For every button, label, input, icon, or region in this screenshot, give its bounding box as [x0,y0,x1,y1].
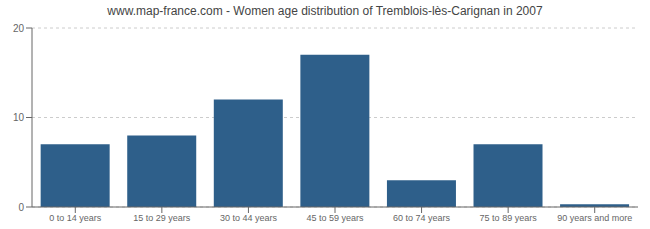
html-text:www.map-france.com - Women age: www.map-france.com - Women age distribut… [107,4,543,18]
svg-text:45 to 59 years: 45 to 59 years [306,213,364,223]
svg-text:90 years and more: 90 years and more [557,213,632,223]
svg-text:60 to 74 years: 60 to 74 years [393,213,451,223]
svg-text:0: 0 [18,202,24,213]
svg-text:75 to 89 years: 75 to 89 years [480,213,538,223]
svg-text:30 to 44 years: 30 to 44 years [220,213,278,223]
svg-text:20: 20 [13,23,25,34]
svg-text:15 to 29 years: 15 to 29 years [133,213,191,223]
svg-text:0 to 14 years: 0 to 14 years [49,213,102,223]
svg-text:10: 10 [13,112,25,123]
